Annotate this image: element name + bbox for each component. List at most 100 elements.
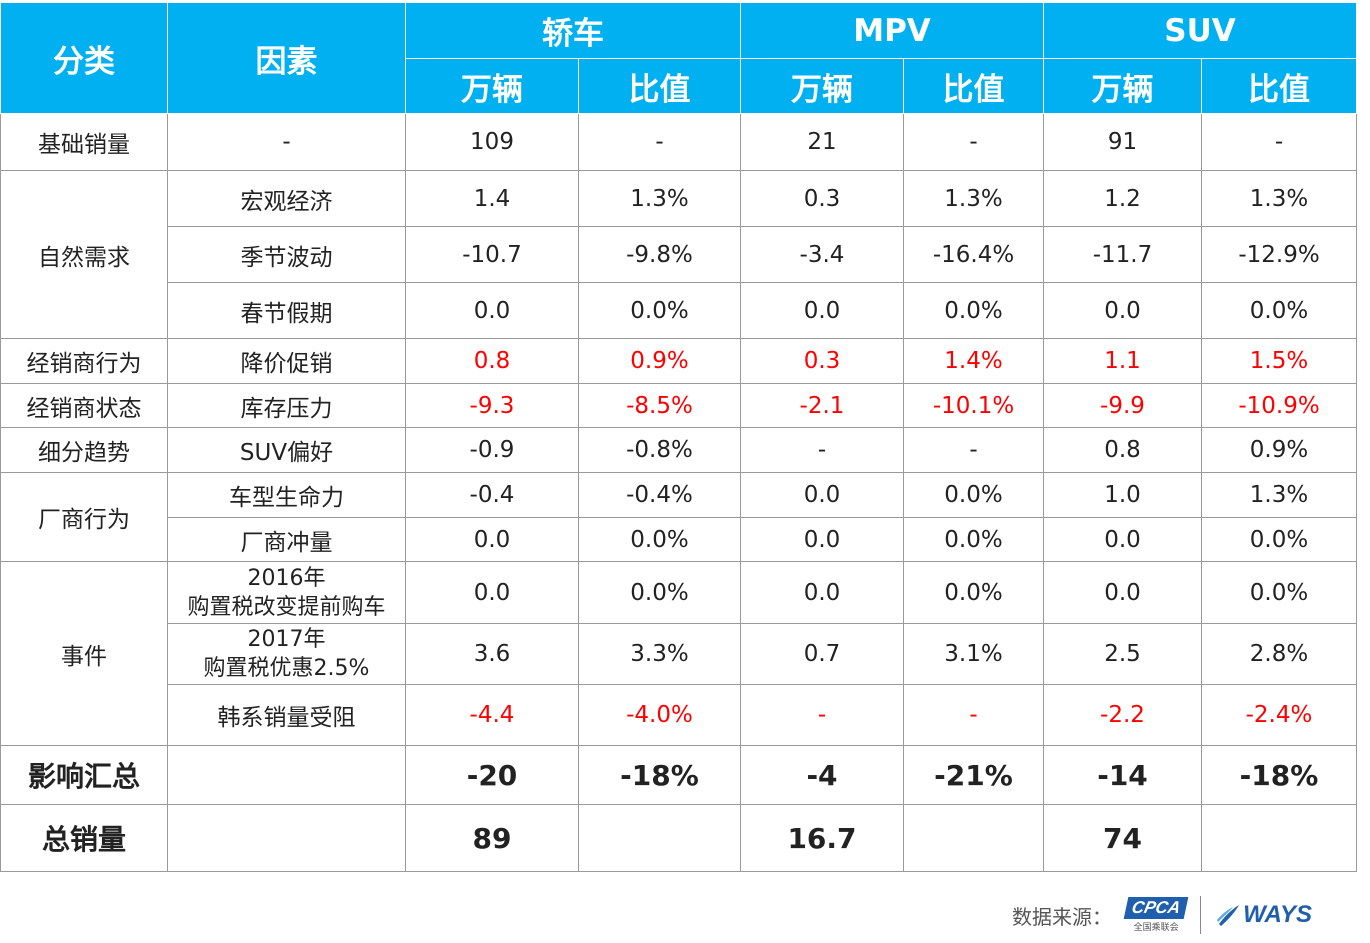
row-factor: 厂商冲量	[167, 517, 406, 562]
cell-mpv-ratio: 0.0%	[903, 517, 1044, 562]
table-row: 基础销量 - 109 - 21 - 91 -	[0, 113, 1357, 171]
cell-sedan-ratio	[578, 804, 741, 872]
cell-mpv-units: -	[740, 427, 904, 473]
cell-mpv-ratio: -10.1%	[903, 383, 1044, 428]
table-row: 影响汇总 -20 -18% -4 -21% -14 -18%	[0, 745, 1357, 805]
ways-swoosh-icon	[1217, 905, 1240, 926]
cell-suv-units: 91	[1043, 113, 1202, 171]
row-factor-line2: 购置税优惠2.5%	[203, 656, 370, 681]
cell-mpv-units: -	[740, 684, 904, 746]
cell-sedan-units: 109	[405, 113, 579, 171]
table-row: 总销量 89 16.7 74	[0, 804, 1357, 872]
cell-suv-ratio: 0.0%	[1201, 282, 1357, 339]
cell-sedan-ratio: 0.9%	[578, 338, 741, 384]
cell-mpv-units: -3.4	[740, 226, 904, 283]
row-category: 基础销量	[0, 113, 168, 171]
row-factor: 春节假期	[167, 282, 406, 339]
cell-sedan-units: 0.0	[405, 517, 579, 562]
header-units: 万辆	[740, 58, 904, 114]
cell-sedan-ratio: -0.8%	[578, 427, 741, 473]
cell-suv-ratio: 0.9%	[1201, 427, 1357, 473]
header-ratio: 比值	[578, 58, 741, 114]
cell-sedan-ratio: -18%	[578, 745, 741, 805]
cell-suv-ratio: -12.9%	[1201, 226, 1357, 283]
cell-sedan-units: -0.9	[405, 427, 579, 473]
cell-sedan-units: 0.0	[405, 282, 579, 339]
cell-suv-ratio: -10.9%	[1201, 383, 1357, 428]
row-factor-line1: 2017年	[247, 627, 326, 652]
cell-sedan-ratio: -4.0%	[578, 684, 741, 746]
cell-sedan-units: -4.4	[405, 684, 579, 746]
cell-sedan-units: -9.3	[405, 383, 579, 428]
cell-mpv-ratio: -	[903, 113, 1044, 171]
cell-mpv-units: 0.0	[740, 282, 904, 339]
cell-mpv-ratio: -	[903, 684, 1044, 746]
cell-mpv-ratio: 1.3%	[903, 170, 1044, 227]
cell-suv-ratio: -	[1201, 113, 1357, 171]
table-row: 事件 2016年 购置税改变提前购车 0.0 0.0% 0.0 0.0% 0.0 …	[0, 561, 1357, 746]
cell-mpv-units: 0.3	[740, 170, 904, 227]
cell-mpv-ratio: 1.4%	[903, 338, 1044, 384]
source-label: 数据来源：	[1012, 904, 1112, 929]
cell-suv-units: 1.0	[1043, 472, 1202, 518]
table-row: 2017年 购置税优惠2.5% 3.6 3.3% 0.7 3.1% 2.5 2.8…	[1, 623, 1357, 685]
row-factor: 季节波动	[167, 226, 406, 283]
cell-sedan-ratio: -8.5%	[578, 383, 741, 428]
cell-sedan-units: 3.6	[405, 623, 579, 685]
table-row: 季节波动 -10.7 -9.8% -3.4 -16.4% -11.7 -12.9…	[1, 226, 1357, 283]
cell-mpv-units: 0.7	[740, 623, 904, 685]
header-ratio: 比值	[1201, 58, 1357, 114]
cell-suv-ratio: 0.0%	[1201, 517, 1357, 562]
cell-sedan-ratio: 3.3%	[578, 623, 741, 685]
row-category: 经销商状态	[0, 383, 168, 428]
cell-sedan-ratio: -0.4%	[578, 472, 741, 518]
cell-mpv-ratio: -16.4%	[903, 226, 1044, 283]
cell-mpv-ratio: -	[903, 427, 1044, 473]
cell-suv-ratio: 1.3%	[1201, 472, 1357, 518]
row-factor-line1: 2016年	[247, 565, 326, 591]
cell-mpv-units: 21	[740, 113, 904, 171]
cell-sedan-units: -10.7	[405, 226, 579, 283]
cell-suv-ratio: 1.5%	[1201, 338, 1357, 384]
cell-suv-ratio: -18%	[1201, 745, 1357, 805]
table-row: 春节假期 0.0 0.0% 0.0 0.0% 0.0 0.0%	[1, 282, 1357, 339]
header-group-suv: SUV	[1043, 2, 1357, 59]
cell-suv-units: -11.7	[1043, 226, 1202, 283]
sales-factor-table: 分类 因素 轿车 MPV SUV 万辆 比值 万辆 比值 万辆 比值 基础销量 …	[0, 2, 1357, 872]
cell-sedan-units: -0.4	[405, 472, 579, 518]
row-factor: -	[167, 113, 406, 171]
cell-mpv-ratio	[903, 804, 1044, 872]
cell-sedan-ratio: -	[578, 113, 741, 171]
cell-mpv-units: 0.3	[740, 338, 904, 384]
row-factor: 2016年 购置税改变提前购车	[167, 561, 406, 624]
row-category: 影响汇总	[0, 745, 168, 805]
cell-mpv-ratio: -21%	[903, 745, 1044, 805]
cell-sedan-ratio: 1.3%	[578, 170, 741, 227]
source-footer: 数据来源： CPCA 全国乘联会 WAYS	[1012, 895, 1312, 935]
cell-mpv-units: -2.1	[740, 383, 904, 428]
cell-mpv-units: 0.0	[740, 472, 904, 518]
row-factor	[167, 804, 406, 872]
row-category: 细分趋势	[0, 427, 168, 473]
header-units: 万辆	[1043, 58, 1202, 114]
cell-sedan-units: 0.0	[405, 561, 579, 624]
cell-sedan-units: 89	[405, 804, 579, 872]
cell-sedan-ratio: 0.0%	[578, 561, 741, 624]
row-category: 自然需求	[0, 170, 168, 339]
row-category: 总销量	[0, 804, 168, 872]
cell-suv-ratio	[1201, 804, 1357, 872]
row-category: 事件	[0, 561, 168, 746]
table-row: 经销商状态 库存压力 -9.3 -8.5% -2.1 -10.1% -9.9 -…	[0, 383, 1357, 428]
row-factor: 宏观经济	[167, 170, 406, 227]
cell-suv-ratio: 2.8%	[1201, 623, 1357, 685]
table-row: 厂商冲量 0.0 0.0% 0.0 0.0% 0.0 0.0%	[1, 517, 1357, 562]
cell-suv-units: 74	[1043, 804, 1202, 872]
cell-mpv-ratio: 0.0%	[903, 561, 1044, 624]
cell-suv-units: -2.2	[1043, 684, 1202, 746]
ways-logo: WAYS	[1215, 901, 1312, 929]
cell-mpv-units: 0.0	[740, 517, 904, 562]
cpca-logo-text: CPCA	[1123, 897, 1189, 919]
cell-mpv-units: 16.7	[740, 804, 904, 872]
cell-suv-units: 1.1	[1043, 338, 1202, 384]
cell-mpv-ratio: 0.0%	[903, 472, 1044, 518]
